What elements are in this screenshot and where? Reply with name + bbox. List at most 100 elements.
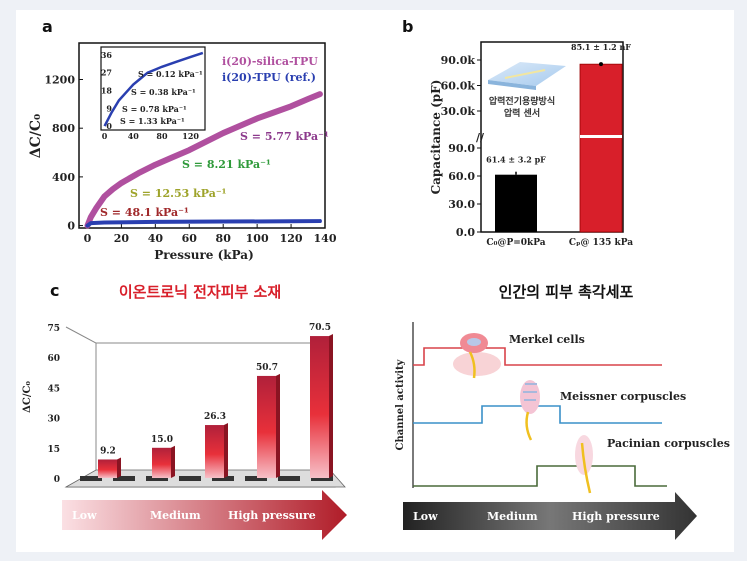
inset-frame (100, 46, 206, 131)
inset-y-tick-label: 27 (101, 68, 112, 78)
inset-annotation-0: S = 0.12 kPa⁻¹ (138, 69, 203, 79)
merkel-cell-illustration (453, 333, 501, 379)
data-label-c0: 61.4 ± 3.2 pF (486, 155, 546, 165)
y-tick-label-a: 1200 (44, 74, 75, 87)
x-category-cp: Cₚ@ 135 kPa (569, 238, 633, 248)
bar-c-side-1 (171, 445, 175, 478)
y-tick-label-b: 90.0 (448, 142, 475, 155)
bar-c-3 (257, 375, 276, 478)
series-line-silica-tpu (84, 91, 323, 229)
bar-c-1 (152, 447, 171, 478)
y-tick-label-c: 15 (47, 445, 60, 455)
x-tick-label-a: 60 (182, 232, 198, 245)
title-c: 이온트로닉 전자피부 소재 (119, 283, 281, 301)
arrow-c-low: Low (72, 509, 97, 522)
arrow-c-high: High pressure (228, 509, 316, 522)
arrow-d-low: Low (413, 510, 438, 523)
label-pacinian: Pacinian corpuscles (607, 437, 730, 450)
y-tick-label-c: 0 (54, 475, 60, 485)
y-tick-label-b: 60.0k (441, 80, 476, 93)
x-tick-label-a: 20 (114, 232, 130, 245)
line-meissner (413, 405, 662, 424)
plot-a-frame (78, 42, 326, 229)
label-meissner: Meissner corpuscles (560, 390, 686, 403)
inset-series-line (103, 51, 204, 127)
y-tick-label-c: 30 (47, 415, 60, 425)
arrow-c-medium: Medium (150, 509, 201, 522)
title-d: 인간의 피부 촉각세포 (499, 283, 634, 301)
label-merkel: Merkel cells (509, 333, 585, 346)
inset-y-tick-label: 18 (101, 85, 113, 95)
data-label-c-2: 26.3 (204, 412, 226, 422)
y-tick-label-b: 90.0k (441, 54, 476, 67)
annotation-s-12: S = 12.53 kPa⁻¹ (130, 187, 227, 200)
inset-x-tick-label: 40 (128, 131, 140, 141)
floor-tile (278, 476, 300, 481)
axis-break-mark: // (476, 131, 485, 144)
x-axis-label-a: Pressure (kPa) (154, 248, 254, 262)
bar-c-side-0 (117, 457, 121, 478)
pressure-arrow-c (62, 490, 347, 540)
inset-x-tick-label: 120 (182, 131, 199, 141)
x-tick-label-a: 80 (216, 232, 232, 245)
bar-c-4 (310, 336, 329, 478)
floor-tile (212, 476, 234, 481)
y-tick-label-b: 60.0 (448, 170, 475, 183)
y-tick-label-b: 0.0 (456, 226, 475, 239)
sensor-illustration (488, 62, 566, 90)
floor-tile (179, 476, 201, 481)
pressure-arrow-d (403, 492, 697, 540)
y-tick-label-c: 45 (47, 384, 60, 394)
y-tick-label-a: 0 (67, 220, 75, 233)
data-label-cp: 85.1 ± 1.2 nF (571, 42, 631, 52)
y-tick-label-c: 60 (47, 354, 60, 364)
arrow-d-medium: Medium (487, 510, 538, 523)
annotation-s-8: S = 8.21 kPa⁻¹ (182, 158, 271, 171)
arrow-d-high: High pressure (572, 510, 660, 523)
bar-c-side-4 (329, 334, 333, 478)
x-tick-label-a: 100 (246, 232, 269, 245)
x-tick-label-a: 0 (84, 232, 92, 245)
data-label-c-3: 50.7 (256, 363, 278, 373)
panel-c: c 이온트로닉 전자피부 소재 0 15 30 45 60 75 9.2 15.0 26.3 50… (22, 281, 347, 540)
bar-cp (579, 63, 623, 233)
annotation-s-48: S = 48.1 kPa⁻¹ (100, 206, 189, 219)
panel-d: 인간의 피부 촉각세포 Channel activity Merkel cell… (395, 283, 730, 540)
floor-tile (146, 476, 168, 481)
y-axis-label-d: Channel activity (395, 358, 406, 450)
inset-y-tick-label: 36 (101, 50, 113, 60)
floor-tile (245, 476, 267, 481)
data-label-c-0: 9.2 (100, 446, 116, 456)
panel-label-c: c (50, 281, 59, 300)
y-axis-label-c: ΔC/C₀ (22, 381, 33, 413)
sensor-caption-line1: 압력전기용량방식 (489, 95, 555, 107)
inset-y-tick-label: 9 (106, 103, 112, 113)
inset-annotation-1: S = 0.38 kPa⁻¹ (131, 87, 196, 97)
bar-c-0 (98, 459, 117, 478)
panel-label-b: b (402, 17, 413, 36)
annotation-s-5: S = 5.77 kPa⁻¹ (240, 130, 329, 143)
y-tick-label-b: 30.0k (441, 105, 476, 118)
x-category-c0: C₀@P=0kPa (486, 238, 545, 248)
bar-c-2 (205, 425, 224, 478)
inset-x-tick-label: 0 (102, 131, 108, 141)
y-axis-label-a: ΔC/C₀ (28, 114, 44, 158)
panel-b: b 0.0 30.0 60.0 90.0 30.0k 60.0k 90.0k // 61.4 ±… (402, 17, 633, 248)
y-axis-label-b: Capacitance (pF) (429, 80, 443, 195)
y-tick-label-b: 30.0 (448, 198, 475, 211)
data-label-c-1: 15.0 (151, 435, 173, 445)
data-label-c-4: 70.5 (309, 323, 331, 333)
floor-tile (113, 476, 135, 481)
inset-y-tick-label: 0 (106, 121, 112, 131)
panel-label-a: a (42, 17, 53, 36)
x-tick-label-a: 120 (280, 232, 303, 245)
series-line-tpu-ref (85, 219, 322, 228)
bar-c-side-2 (224, 423, 228, 478)
inset-annotation-3: S = 1.33 kPa⁻¹ (120, 116, 185, 126)
meissner-corpuscle-illustration (520, 380, 540, 441)
x-tick-label-a: 140 (314, 232, 337, 245)
error-bar-cp (599, 62, 603, 67)
inset-annotation-2: S = 0.78 kPa⁻¹ (122, 104, 187, 114)
legend-silica-tpu: i(20)-silica-TPU (222, 55, 318, 68)
